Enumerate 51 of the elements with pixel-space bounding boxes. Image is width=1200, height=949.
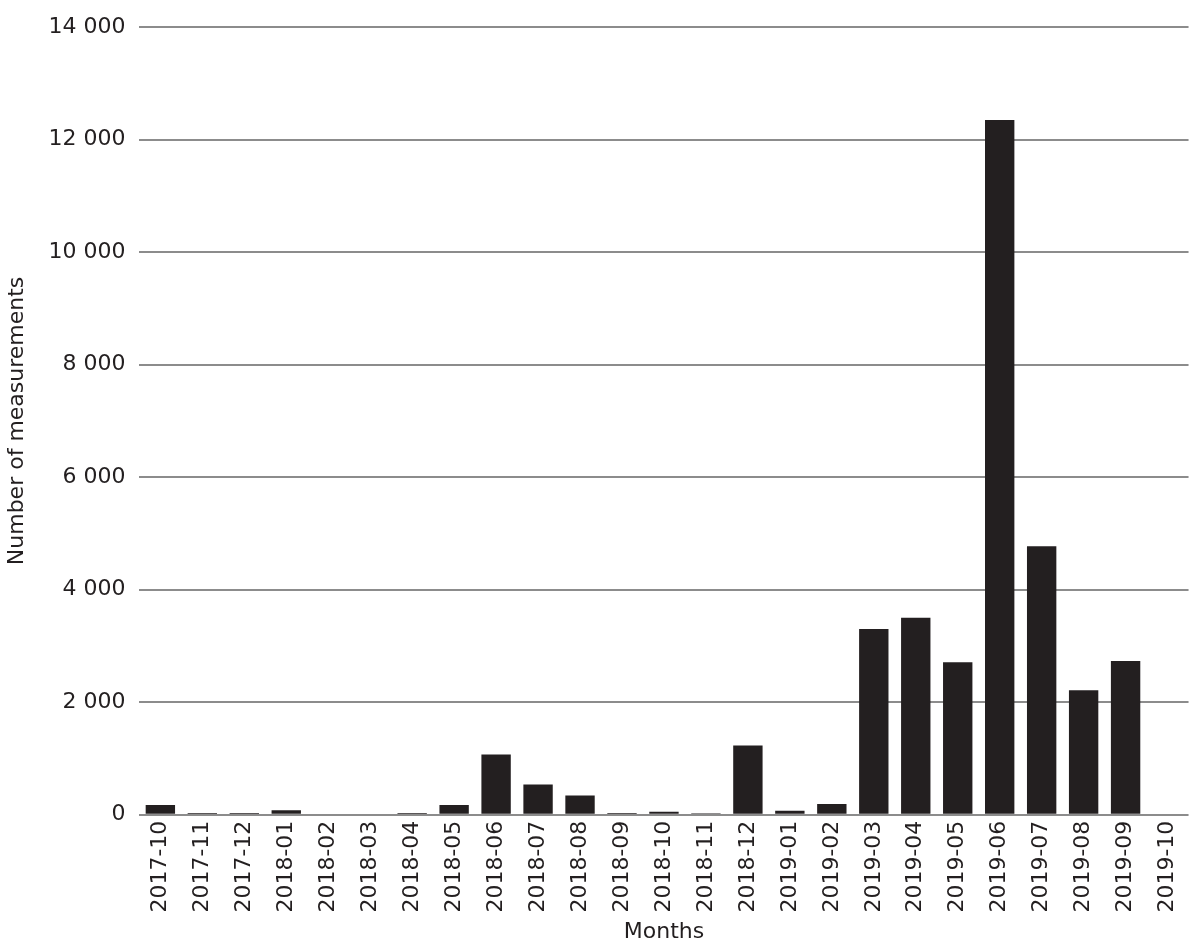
bar bbox=[817, 803, 847, 814]
bar bbox=[523, 784, 553, 814]
y-tick-label: 12 000 bbox=[48, 125, 126, 151]
bar bbox=[271, 810, 301, 814]
y-tick-label: 0 bbox=[111, 800, 126, 826]
x-tick-label: 2018-06 bbox=[481, 820, 507, 913]
bar bbox=[901, 617, 931, 814]
bar bbox=[775, 810, 805, 814]
bar bbox=[145, 805, 176, 814]
x-tick-label: 2018-12 bbox=[733, 820, 759, 913]
bar bbox=[1026, 546, 1057, 814]
x-tick-label: 2017-12 bbox=[230, 820, 256, 913]
x-tick-label: 2019-01 bbox=[775, 820, 801, 913]
x-tick-label: 2018-04 bbox=[397, 820, 423, 913]
x-axis-title: Months bbox=[623, 917, 705, 943]
x-tick-label: 2018-11 bbox=[691, 820, 717, 913]
x-tick-label: 2018-10 bbox=[649, 820, 675, 913]
x-tick-label: 2019-10 bbox=[1153, 820, 1179, 913]
x-tick-label: 2018-09 bbox=[607, 820, 633, 913]
bar bbox=[1068, 690, 1099, 814]
y-tick-label: 8 000 bbox=[62, 350, 126, 376]
bar bbox=[859, 629, 889, 814]
x-tick-label: 2019-02 bbox=[817, 820, 843, 913]
x-tick-label: 2019-09 bbox=[1111, 820, 1137, 913]
x-tick-label: 2018-05 bbox=[439, 820, 465, 913]
x-tick-label: 2019-08 bbox=[1069, 820, 1095, 913]
x-tick-label: 2018-01 bbox=[271, 820, 297, 913]
bar bbox=[1110, 661, 1141, 814]
y-tick-label: 4 000 bbox=[62, 575, 126, 601]
x-tick-label: 2018-08 bbox=[565, 820, 591, 913]
x-tick-label: 2017-11 bbox=[188, 820, 214, 913]
bar bbox=[565, 795, 595, 814]
y-tick-label: 2 000 bbox=[62, 687, 126, 713]
x-tick-label: 2019-06 bbox=[985, 820, 1011, 913]
y-tick-label: 14 000 bbox=[48, 12, 126, 38]
x-tick-label: 2018-07 bbox=[523, 820, 549, 913]
bar bbox=[733, 745, 763, 814]
x-tick-label: 2019-07 bbox=[1027, 820, 1053, 913]
x-tick-label: 2018-02 bbox=[313, 820, 339, 913]
y-tick-label: 6 000 bbox=[62, 462, 126, 488]
y-axis-title: Number of measurements bbox=[2, 276, 28, 566]
bar bbox=[439, 805, 469, 814]
bar bbox=[985, 120, 1015, 814]
x-tick-label: 2019-05 bbox=[943, 820, 969, 913]
bar bbox=[943, 662, 973, 814]
x-tick-label: 2019-04 bbox=[901, 820, 927, 913]
bar bbox=[481, 754, 511, 814]
y-tick-label: 10 000 bbox=[48, 237, 126, 263]
x-tick-label: 2018-03 bbox=[355, 820, 381, 913]
x-tick-label: 2017-10 bbox=[146, 820, 172, 913]
x-tick-label: 2019-03 bbox=[859, 820, 885, 913]
